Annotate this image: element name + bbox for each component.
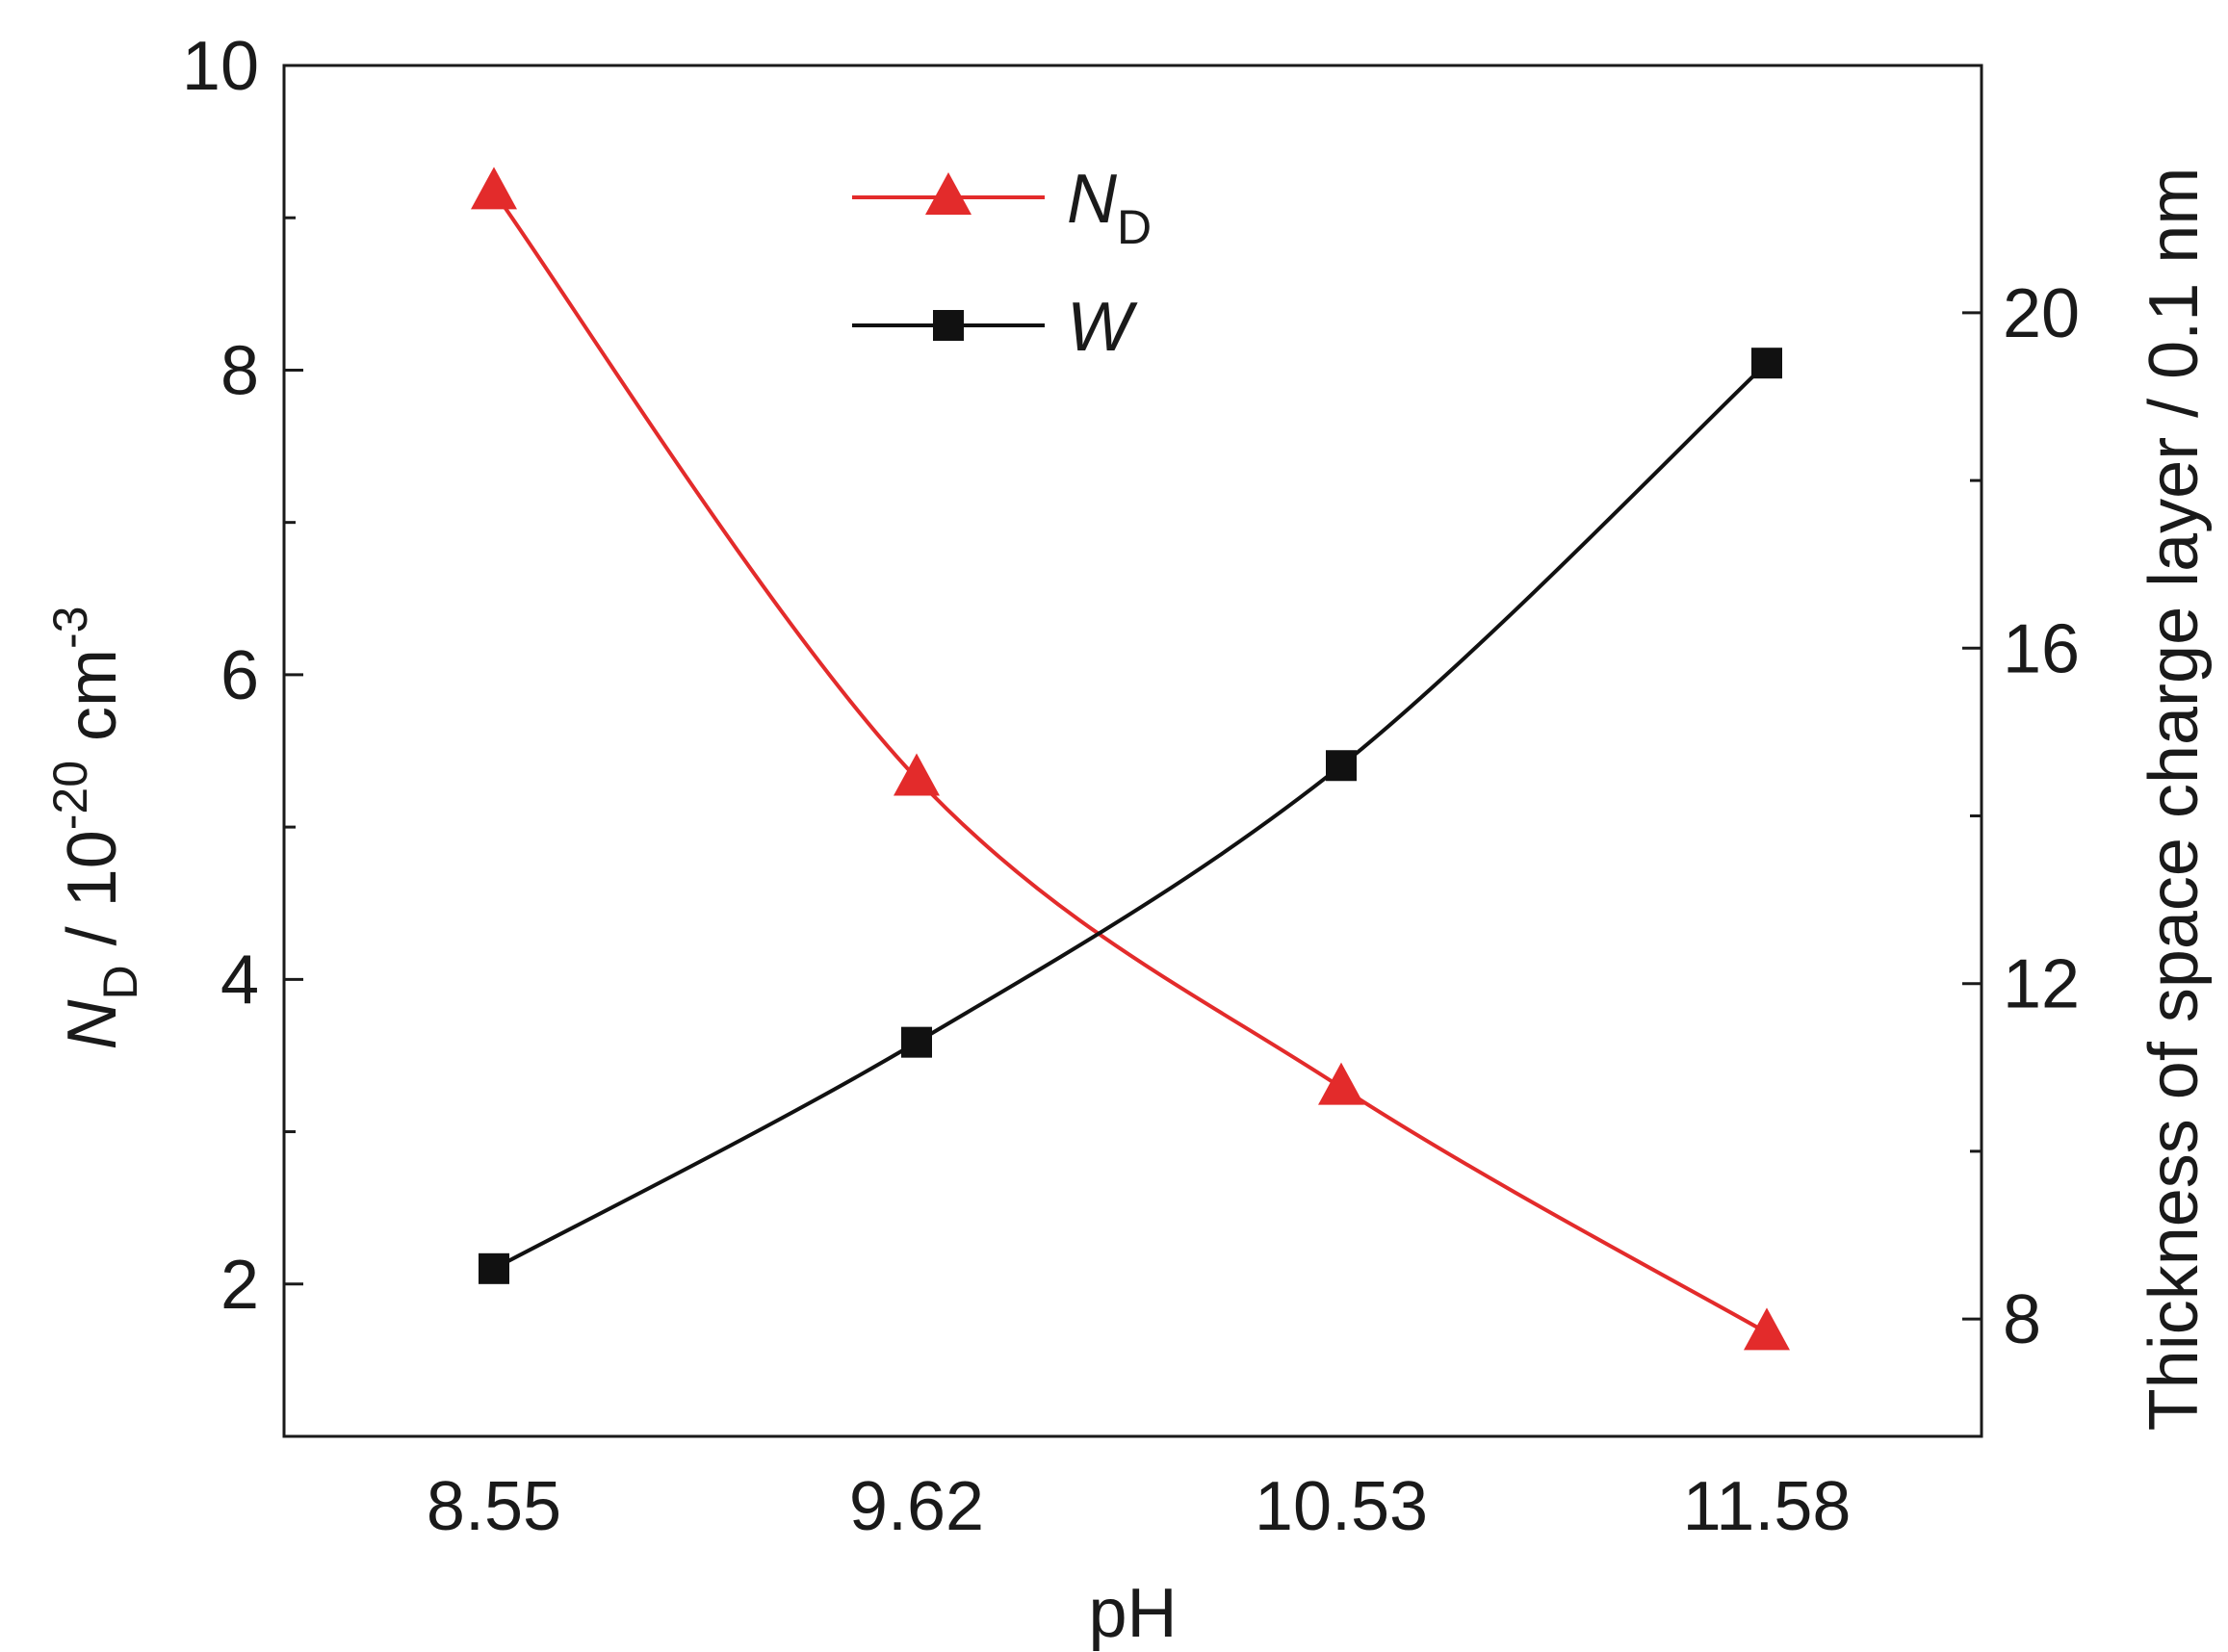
x-tick-label: 10.53 <box>1255 1468 1428 1545</box>
series-layer <box>471 167 1790 1351</box>
right-tick-label: 12 <box>2003 946 2080 1023</box>
legend-marker <box>925 172 972 215</box>
data-point-triangle <box>894 753 940 796</box>
x-tick-label: 9.62 <box>849 1468 984 1545</box>
series-nd <box>471 167 1790 1351</box>
x-tick-label: 8.55 <box>427 1468 561 1545</box>
legend-label-w: W <box>1067 289 1138 366</box>
left-tick-label: 10 <box>182 28 259 105</box>
right-tick-label: 16 <box>2003 610 2080 687</box>
right-axis-ticks: 8 12 16 20 <box>1962 275 2080 1358</box>
data-point-square <box>1326 750 1357 782</box>
legend-marker-nd <box>925 172 972 215</box>
data-point-triangle <box>1744 1307 1790 1351</box>
left-tick-label: 8 <box>220 332 259 409</box>
legend-marker-w <box>933 310 964 341</box>
bottom-axis-ticks: 8.55 9.62 10.53 11.58 <box>427 1468 1851 1545</box>
series-line <box>492 191 1768 1335</box>
data-point-square <box>1751 348 1782 379</box>
data-point-square <box>479 1252 509 1284</box>
left-axis-ticks: 2 4 6 8 10 <box>182 28 303 1324</box>
data-point-triangle <box>471 167 517 210</box>
plot-frame <box>282 64 1983 1438</box>
left-tick-label: 4 <box>220 942 259 1019</box>
data-point-triangle <box>1318 1062 1364 1105</box>
legend-label-nd: ND <box>1067 161 1152 254</box>
left-tick-label: 6 <box>220 637 259 714</box>
right-tick-label: 20 <box>2003 275 2080 352</box>
data-point-square <box>901 1026 932 1058</box>
x-tick-label: 11.58 <box>1683 1468 1852 1545</box>
left-tick-label: 2 <box>220 1247 259 1324</box>
left-axis-title: ND / 10-20 cm-3 <box>43 607 147 1050</box>
legend-marker <box>933 310 964 341</box>
series-line <box>493 361 1769 1271</box>
right-axis-title: Thickness of space charge layer / 0.1 nm <box>2136 168 2213 1432</box>
series-w <box>479 348 1782 1284</box>
legend: ND W <box>852 161 1152 366</box>
right-tick-label: 8 <box>2003 1281 2041 1358</box>
x-axis-title: pH <box>1088 1575 1177 1652</box>
